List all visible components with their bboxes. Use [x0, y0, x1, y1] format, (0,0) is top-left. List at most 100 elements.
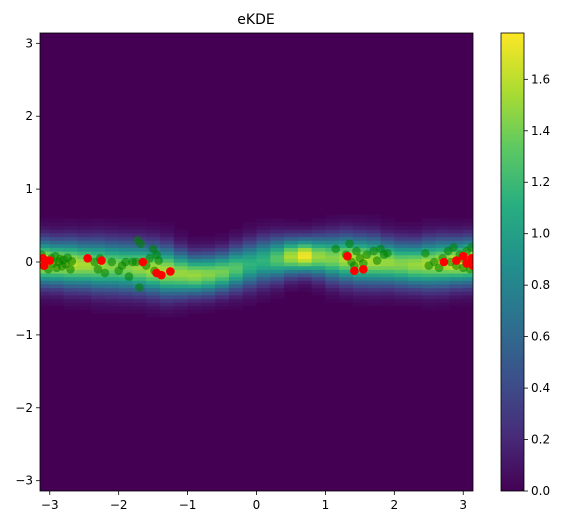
heatmap-cell	[49, 225, 65, 230]
heatmap-cell	[394, 240, 409, 245]
heatmap-cell	[380, 276, 395, 281]
green-point	[124, 272, 134, 281]
heatmap-cell	[160, 313, 175, 318]
heatmap-cell	[49, 243, 65, 249]
heatmap-cell	[40, 236, 51, 241]
heatmap-cell	[366, 221, 382, 227]
colorbar-tick-label: 1.4	[531, 124, 550, 138]
heatmap-cell	[215, 276, 230, 281]
heatmap-cell	[463, 276, 473, 281]
heatmap-cell	[421, 298, 437, 303]
heatmap-cell	[132, 309, 147, 314]
green-point	[93, 264, 103, 274]
heatmap-cell	[63, 232, 78, 238]
heatmap-cell	[408, 294, 423, 300]
red-point	[157, 270, 166, 280]
heatmap-cell	[132, 265, 147, 270]
heatmap-cell	[242, 236, 258, 241]
heatmap-cell	[408, 265, 423, 270]
heatmap-cell	[91, 272, 106, 278]
heatmap-cell	[339, 291, 354, 296]
heatmap-cell	[366, 269, 382, 274]
heatmap-cell	[284, 272, 299, 278]
heatmap-cell	[449, 294, 464, 300]
heatmap-cell	[394, 283, 409, 289]
heatmap-cell	[352, 272, 368, 278]
heatmap-cell	[146, 298, 161, 303]
heatmap-cell	[160, 240, 175, 245]
heatmap-cell	[63, 236, 78, 241]
heatmap-cell	[435, 280, 451, 285]
red-point	[166, 267, 175, 276]
heatmap-cell	[421, 291, 437, 296]
heatmap-cell	[104, 298, 120, 303]
heatmap-cell	[325, 283, 340, 289]
green-point	[429, 257, 439, 267]
heatmap-cell	[242, 298, 258, 303]
heatmap-cell	[449, 232, 464, 238]
heatmap-cell	[256, 247, 271, 252]
heatmap-cell	[311, 232, 327, 238]
heatmap-cell	[173, 247, 189, 252]
heatmap-cell	[160, 291, 175, 296]
y-tick-label: 3	[25, 36, 33, 50]
red-point	[468, 261, 473, 270]
x-tick-label: 2	[391, 498, 399, 512]
heatmap-cell	[173, 229, 189, 234]
y-tick-label: −2	[15, 401, 33, 415]
heatmap-cell	[215, 240, 230, 245]
green-point	[154, 256, 163, 265]
heatmap-cell	[297, 232, 313, 238]
heatmap-cell	[256, 243, 271, 249]
heatmap-cell	[201, 258, 216, 263]
heatmap-cell	[242, 247, 258, 252]
heatmap-cell	[394, 221, 409, 227]
heatmap-cell	[160, 254, 175, 259]
heatmap-cell	[160, 287, 175, 292]
heatmap-cell	[77, 283, 92, 289]
heatmap-cell	[104, 309, 120, 314]
heatmap-cell	[380, 287, 395, 292]
heatmap-cell	[352, 280, 368, 285]
heatmap-cell	[325, 298, 340, 303]
x-tick-label: −2	[110, 498, 128, 512]
heatmap-cell	[91, 287, 106, 292]
heatmap-cell	[256, 276, 271, 281]
heatmap-cell	[228, 287, 244, 292]
heatmap-cell	[132, 254, 147, 259]
heatmap-cell	[228, 254, 244, 259]
heatmap-cell	[270, 272, 285, 278]
heatmap-cell	[104, 291, 120, 296]
heatmap-cell	[394, 291, 409, 296]
heatmap-cell	[270, 269, 285, 274]
heatmap-cell	[408, 243, 423, 249]
heatmap-cell	[132, 218, 147, 223]
heatmap-cell	[256, 291, 271, 296]
heatmap-cell	[104, 269, 120, 274]
heatmap-cell	[49, 229, 65, 234]
heatmap-cell	[91, 309, 106, 314]
heatmap-cell	[77, 225, 92, 230]
heatmap-cell	[421, 269, 437, 274]
heatmap-cell	[77, 269, 92, 274]
heatmap-cell	[380, 265, 395, 270]
heatmap-cell	[77, 229, 92, 234]
heatmap-cell	[91, 283, 106, 289]
heatmap-cell	[63, 240, 78, 245]
heatmap-cell	[449, 280, 464, 285]
heatmap-cell	[104, 236, 120, 241]
heatmap-cell	[352, 298, 368, 303]
heatmap-cell	[325, 280, 340, 285]
heatmap-cell	[63, 276, 78, 281]
heatmap-cell	[339, 232, 354, 238]
heatmap-cell	[297, 236, 313, 241]
heatmap-cell	[325, 291, 340, 296]
heatmap-cell	[104, 243, 120, 249]
heatmap-cell	[173, 262, 189, 267]
heatmap-cell	[270, 262, 285, 267]
heatmap-cell	[463, 298, 473, 303]
heatmap-cell	[297, 287, 313, 292]
heatmap-cell	[160, 229, 175, 234]
heatmap-cell	[146, 276, 161, 281]
heatmap-cell	[380, 294, 395, 300]
